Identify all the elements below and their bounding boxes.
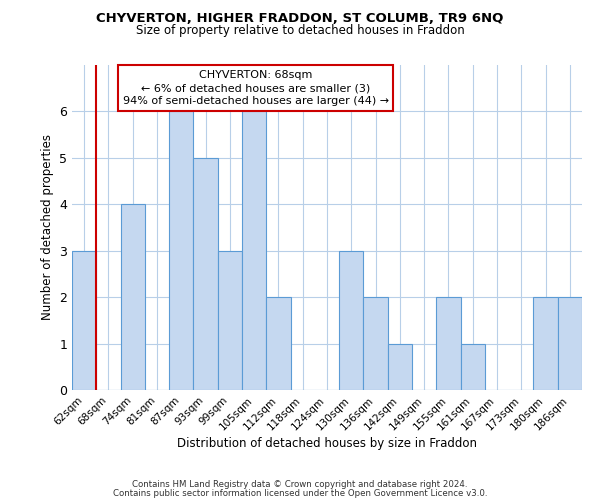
Bar xyxy=(558,297,582,390)
Bar xyxy=(193,158,218,390)
Bar xyxy=(218,250,242,390)
Bar xyxy=(339,250,364,390)
Bar xyxy=(364,297,388,390)
Bar xyxy=(436,297,461,390)
Bar xyxy=(266,297,290,390)
Text: CHYVERTON: 68sqm
← 6% of detached houses are smaller (3)
94% of semi-detached ho: CHYVERTON: 68sqm ← 6% of detached houses… xyxy=(122,70,389,106)
Bar xyxy=(533,297,558,390)
Text: Size of property relative to detached houses in Fraddon: Size of property relative to detached ho… xyxy=(136,24,464,37)
Bar xyxy=(242,112,266,390)
Bar xyxy=(461,344,485,390)
Bar xyxy=(388,344,412,390)
Text: CHYVERTON, HIGHER FRADDON, ST COLUMB, TR9 6NQ: CHYVERTON, HIGHER FRADDON, ST COLUMB, TR… xyxy=(97,12,503,26)
X-axis label: Distribution of detached houses by size in Fraddon: Distribution of detached houses by size … xyxy=(177,438,477,450)
Bar xyxy=(121,204,145,390)
Text: Contains HM Land Registry data © Crown copyright and database right 2024.: Contains HM Land Registry data © Crown c… xyxy=(132,480,468,489)
Bar xyxy=(72,250,96,390)
Text: Contains public sector information licensed under the Open Government Licence v3: Contains public sector information licen… xyxy=(113,489,487,498)
Bar xyxy=(169,112,193,390)
Y-axis label: Number of detached properties: Number of detached properties xyxy=(41,134,53,320)
